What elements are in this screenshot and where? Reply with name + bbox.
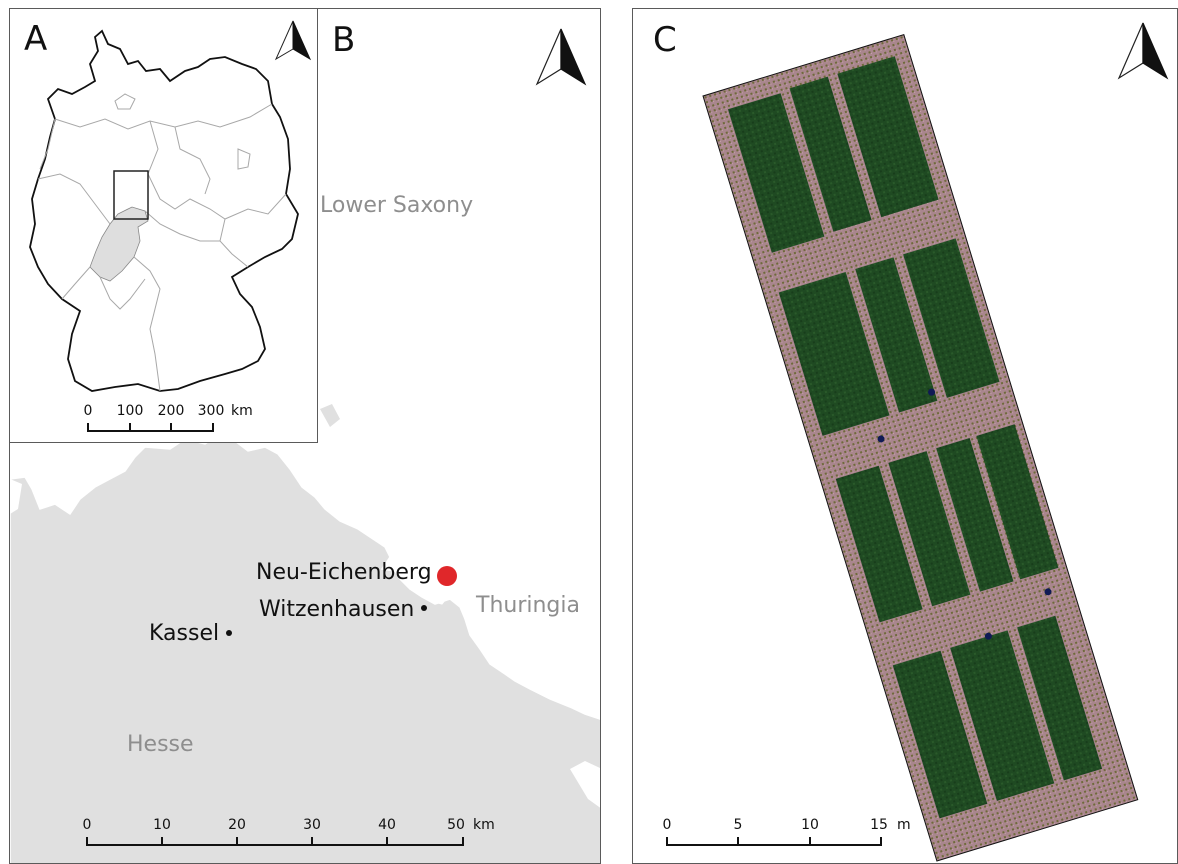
hesse-area [10,433,600,863]
place-label-neu-eichenberg: Neu-Eichenberg [256,560,432,585]
state-border [449,497,600,570]
scalebar-a-tick: 0 [84,403,93,419]
kassel-marker [226,630,232,636]
place-label-witzenhausen: Witzenhausen [259,597,415,622]
scalebar-b-unit: km [473,817,495,833]
study-area-box [113,170,149,220]
scalebar-c-tick: 0 [663,817,672,833]
plot [837,56,939,218]
panel-c-drone-orthophoto: 0 5 10 15 m C [632,8,1178,864]
scalebar-c-tick: 10 [801,817,819,833]
scalebar-c-tick: 15 [870,817,888,833]
scalebar-b [86,837,464,846]
ground-control-point [1044,588,1052,596]
plot [778,271,890,436]
border-island [10,479,22,514]
place-label-kassel: Kassel [149,621,220,646]
plot [835,465,923,623]
neu-eichenberg-marker [437,566,457,586]
border-island [320,404,340,427]
scalebar-b-tick: 0 [83,817,92,833]
panel-label-a: A [24,19,48,59]
plot [1017,615,1103,781]
plot [950,630,1055,801]
north-arrow-icon [535,28,587,86]
region-label-thuringia: Thuringia [476,593,580,618]
orthophoto-canvas: 0 5 10 15 m [663,22,1169,862]
north-arrow-icon [274,20,312,61]
scalebar-b-tick: 50 [447,817,465,833]
ground-control-point [928,388,936,396]
germany-map-canvas: 0 100 200 300 km [29,20,312,432]
plot [727,93,825,253]
border-island [570,761,600,808]
scalebar-b-tick: 40 [378,817,396,833]
region-label-hesse: Hesse [127,732,194,757]
scalebar-b-tick: 20 [228,817,246,833]
plot [888,451,971,607]
scalebar-b-tick: 10 [153,817,171,833]
orthophoto [702,33,1139,862]
panel-a-germany-overview: 0 100 200 300 km A [9,8,318,443]
witzenhausen-marker [421,605,427,611]
regional-map-canvas: 0 10 20 30 40 50 km [10,28,600,863]
germany-outline [29,29,299,392]
plot [855,257,938,413]
plot [892,650,988,819]
scalebar-a-tick: 100 [117,403,144,419]
plot [976,424,1059,580]
panel-label-b: B [332,20,356,60]
hesse-region [89,206,149,282]
scalebar-a-tick: 200 [158,403,185,419]
north-arrow-icon [1117,22,1169,80]
region-label-lower-saxony: Lower Saxony [320,193,474,218]
ground-control-point [984,632,992,640]
ground-control-point [877,435,885,443]
scalebar-a-unit: km [231,403,253,419]
scalebar-b-tick: 30 [303,817,321,833]
panel-label-c: C [653,20,677,60]
scalebar-a-tick: 300 [198,403,225,419]
plot [903,238,1000,398]
scalebar-c-unit: m [897,817,911,833]
scalebar-c [666,837,882,846]
scalebar-a [87,423,214,432]
scalebar-c-tick: 5 [734,817,743,833]
plot [936,437,1014,592]
state-boundaries [37,93,287,392]
plot [789,76,872,232]
